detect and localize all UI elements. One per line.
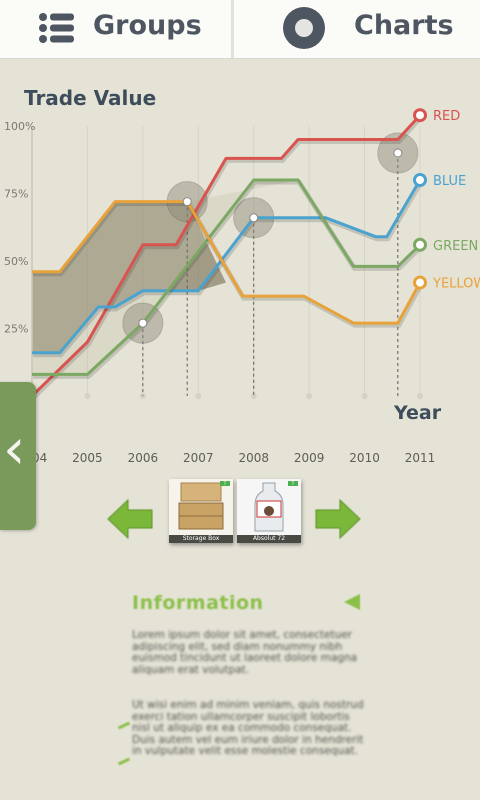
x-tick-label: 2010 [349, 451, 380, 465]
trade-value-chart: Trade Value 0%25%50%75%100%2004200520062… [0, 58, 480, 478]
top-tab-bar: Groups Charts [0, 0, 480, 59]
series-end-marker [413, 108, 427, 123]
tab-charts-label: Charts [354, 10, 454, 41]
series-line [32, 179, 422, 355]
chart-title: Trade Value [24, 86, 157, 110]
carousel-item[interactable]: T Storage Box [169, 479, 233, 543]
x-axis-dot [84, 393, 91, 399]
triangle-left-icon[interactable] [344, 594, 360, 610]
x-tick-label: 2008 [238, 451, 269, 465]
info-paragraph: Lorem ipsum dolor sit amet, consectetuer… [132, 629, 358, 676]
series-label: RED [433, 109, 460, 124]
storage-box-image [169, 479, 233, 535]
x-axis-dot [417, 393, 423, 399]
x-axis-dot [195, 393, 202, 399]
carousel-item[interactable]: T Absolut 72 [237, 479, 301, 543]
info-title: Information [132, 592, 264, 614]
series-line-shadow [33, 179, 423, 379]
tab-charts[interactable]: Charts [234, 0, 480, 58]
x-axis-dot [306, 393, 313, 399]
highlight-point [138, 318, 148, 328]
series-line-shadow [31, 115, 423, 400]
highlight-point [182, 197, 192, 207]
series-label: YELLOW [432, 277, 480, 292]
item-caption: Storage Box [169, 535, 233, 543]
bottle-image [237, 479, 301, 535]
item-caption: Absolut 72 [237, 535, 301, 543]
list-icon [39, 13, 74, 43]
item-badge: T [288, 481, 298, 486]
bullet-marker [117, 721, 131, 730]
series-line [30, 114, 422, 398]
series-line-shadow [33, 201, 424, 328]
series-end-marker [413, 237, 427, 252]
highlight-point [393, 148, 403, 158]
series-line-shadow [33, 180, 424, 358]
shaded-band [32, 180, 299, 375]
highlight-point [249, 213, 259, 223]
arrow-right-icon[interactable] [314, 497, 362, 541]
series-line [32, 200, 422, 325]
series-end-marker [413, 173, 427, 187]
x-tick-label: 2006 [128, 451, 159, 465]
chart-svg: 0%25%50%75%100%2004200520062007200820092… [4, 108, 480, 465]
series-end-marker [413, 275, 427, 290]
x-tick-label: 2011 [405, 451, 436, 465]
tab-divider [231, 0, 234, 58]
bullet-marker [117, 757, 131, 766]
x-tick-label: 2005 [72, 451, 103, 465]
series-label: GREEN [433, 239, 478, 254]
info-paragraph: Ut wisi enim ad minim veniam, quis nostr… [132, 699, 364, 758]
x-axis-dot [250, 393, 257, 399]
item-badge: T [220, 481, 230, 486]
x-axis-dot [361, 393, 368, 399]
shaded-band [32, 201, 226, 353]
chevron-left-icon: ‹ [3, 417, 26, 482]
y-tick-label: 100% [4, 120, 35, 133]
side-drawer-tab[interactable]: ‹ [0, 382, 36, 530]
y-tick-label: 25% [4, 323, 28, 336]
x-tick-label: 2009 [294, 451, 325, 465]
series-line [32, 178, 422, 376]
y-tick-label: 50% [4, 255, 28, 268]
series-label: BLUE [433, 174, 466, 189]
tab-groups[interactable]: Groups [0, 0, 232, 58]
y-tick-label: 75% [4, 188, 28, 201]
tab-groups-label: Groups [93, 10, 202, 41]
x-tick-label: 2007 [183, 451, 214, 465]
arrow-left-icon[interactable] [106, 497, 154, 541]
x-axis-label: Year [394, 402, 442, 424]
record-icon [283, 7, 325, 49]
